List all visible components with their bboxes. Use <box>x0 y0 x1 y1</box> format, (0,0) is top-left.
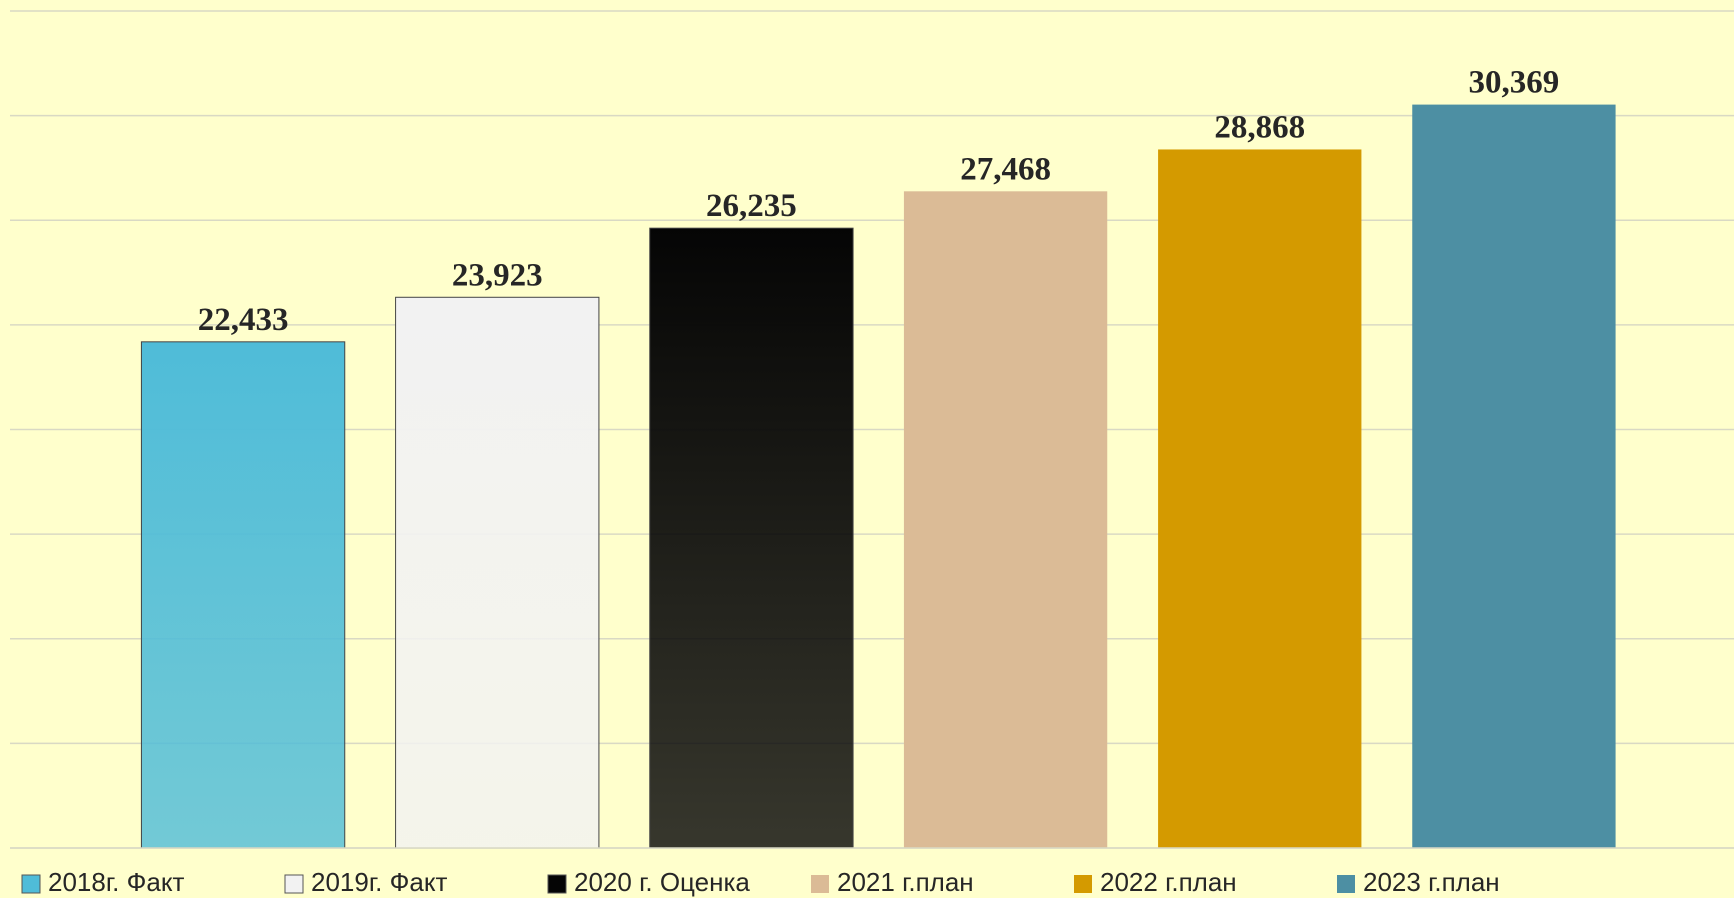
legend-swatch <box>21 874 41 894</box>
data-label: 27,468 <box>960 151 1051 187</box>
data-label: 26,235 <box>706 188 797 224</box>
legend-label: 2020 г. Оценка <box>574 867 750 897</box>
data-label: 30,369 <box>1469 65 1560 101</box>
bar <box>140 341 346 849</box>
data-label: 23,923 <box>452 257 543 293</box>
bar <box>1158 149 1362 848</box>
legend-swatch <box>547 874 567 894</box>
bar <box>395 296 600 849</box>
bar <box>903 191 1108 848</box>
legend-label: 2019г. Факт <box>311 867 447 897</box>
data-label: 22,433 <box>198 302 289 338</box>
legend-swatch <box>284 874 304 894</box>
legend-label: 2022 г.план <box>1100 867 1237 897</box>
legend-swatch <box>1074 875 1092 893</box>
legend-label: 2018г. Факт <box>48 867 184 897</box>
legend-swatch <box>811 875 829 893</box>
legend-label: 2023 г.план <box>1363 867 1500 897</box>
bar <box>649 227 854 849</box>
data-label: 28,868 <box>1214 109 1305 145</box>
legend-swatch <box>1337 875 1355 893</box>
legend-label: 2021 г.план <box>837 867 974 897</box>
bar <box>1412 104 1616 848</box>
